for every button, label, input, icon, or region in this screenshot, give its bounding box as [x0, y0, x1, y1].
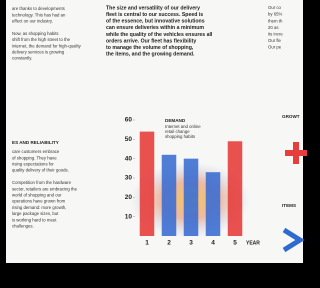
text-line: Our fle [268, 38, 282, 43]
bar [162, 155, 177, 236]
text-line: of shopping. They have [12, 155, 57, 160]
text-line: its incre [268, 32, 283, 37]
text-line: them th [268, 18, 283, 23]
text-line: care customers embrace [12, 149, 60, 154]
x-axis-label: YEAR [246, 240, 260, 246]
lead-line: The size and versatility of our delivery [106, 5, 200, 11]
text-line: Our pe [268, 45, 282, 50]
bar [228, 141, 243, 236]
legend-line: shopping habits [165, 134, 195, 139]
bar [184, 159, 199, 236]
lead-line: orders arrive. Our fleet has flexibility [106, 38, 196, 44]
page: ES AND RELIABILITY DEMAND YEAR GROWT ITE… [0, 0, 311, 288]
lead-line: fleet is central to our success. Speed i… [106, 12, 203, 18]
y-tick-label: 40 [125, 155, 133, 162]
left-heading: ES AND RELIABILITY [12, 140, 59, 145]
lead-line: while the quality of the vehicles ensure… [105, 32, 213, 38]
text-line: Our co [268, 5, 282, 10]
lead-line: of the essence, but innovative solutions [106, 19, 205, 25]
text-line: constantly. [12, 56, 32, 61]
text-line: delivery services is growing [12, 50, 65, 55]
text-line: technology. This has had an [12, 12, 66, 17]
text-line: large package sizes, but [12, 211, 59, 216]
text-line: rising demand: more growth, [12, 205, 66, 210]
text-line: quality delivery of their goods. [12, 168, 69, 173]
lead-line: the items, and the growing demand. [106, 52, 195, 58]
text-line: sector, retailers are embracing the [12, 186, 78, 191]
text-line: shift from the high street to the [12, 37, 71, 42]
text-line: effect on our industry. [12, 19, 53, 24]
y-tick-label: 20 [125, 194, 133, 201]
y-tick-label: 60 [125, 117, 133, 124]
text-line: rising expectations for [12, 162, 54, 167]
y-tick-label: 50 [125, 136, 133, 143]
y-tick-label: 10 [125, 213, 133, 220]
bar [140, 132, 155, 236]
lead-line: to manage the volume of shopping, [106, 45, 194, 51]
growth-label: GROWT [282, 114, 300, 119]
text-line: 20 as [268, 25, 279, 30]
lead-line: can ensure deliveries within a minimum [106, 25, 204, 31]
document: ES AND RELIABILITY DEMAND YEAR GROWT ITE… [0, 0, 311, 288]
bar [206, 172, 221, 236]
x-tick-label: 1 [145, 240, 149, 247]
y-tick-label: 30 [125, 175, 133, 182]
x-tick-label: 3 [189, 240, 193, 247]
x-tick-label: 5 [233, 240, 237, 247]
text-line: challenges. [12, 224, 34, 229]
x-tick-label: 2 [167, 240, 171, 247]
text-line: world of shopping and our [12, 193, 62, 198]
items-label: ITEMS [282, 203, 296, 208]
text-line: internet, the demand for high-quality [12, 43, 82, 48]
text-line: operations have grown from [12, 199, 66, 204]
text-line: by 65% [268, 12, 283, 17]
legend-title: DEMAND [165, 118, 186, 123]
x-tick-label: 4 [211, 240, 215, 247]
text-line: Now, as shopping habits [12, 31, 59, 36]
text-line: is working hard to meet [12, 217, 57, 222]
text-line: Competition from the hardware [12, 180, 72, 185]
text-line: are thanks to developments [12, 6, 65, 11]
